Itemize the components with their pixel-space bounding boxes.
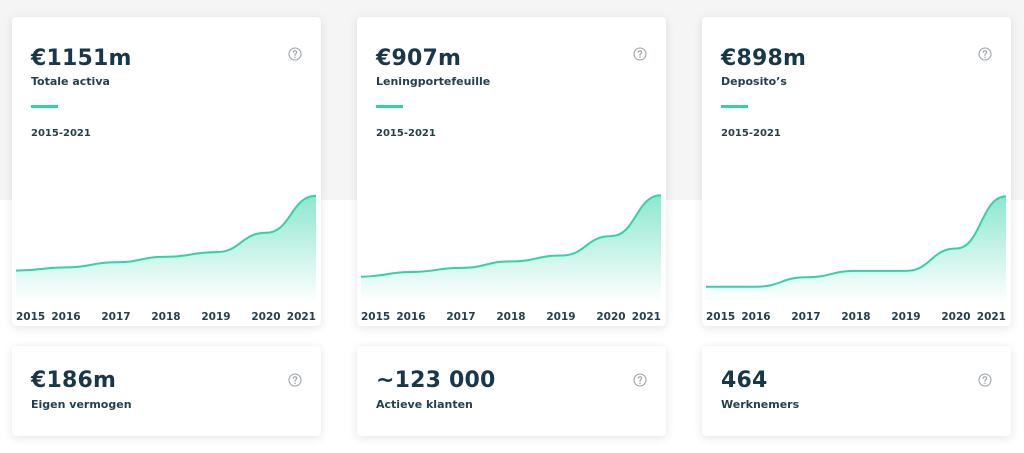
stat-label: Eigen vermogen [31, 398, 132, 411]
stat-label: Totale activa [31, 75, 110, 88]
stat-label: Actieve klanten [376, 398, 473, 411]
x-tick-label: 2021 [977, 311, 1006, 322]
area-chart: 2015 2016 2017 2018 2019 2020 2021 [706, 195, 1006, 322]
stat-card-total-assets: €1151m Totale activa 2015-2021 2015 2016 2… [12, 17, 321, 326]
area-chart: 2015 2016 2017 2018 2019 2020 2021 [361, 194, 661, 322]
stat-value: 464 [721, 368, 768, 393]
stat-card-employees: 464 Werknemers [702, 346, 1011, 436]
stat-card-equity: €186m Eigen vermogen [12, 346, 321, 436]
chart-series-line [16, 194, 316, 272]
chart-series-line [706, 195, 1006, 288]
x-tick-label: 2019 [546, 311, 575, 322]
stat-label: Leningportefeuille [376, 75, 491, 88]
chart-series-line [361, 194, 661, 278]
x-tick-label: 2021 [632, 311, 661, 322]
question-circle-icon[interactable] [288, 373, 302, 387]
x-tick-label: 2020 [941, 311, 970, 322]
x-tick-label: 2016 [396, 311, 425, 322]
x-tick-label: 2016 [51, 311, 80, 322]
x-tick-label: 2021 [287, 311, 316, 322]
question-circle-icon[interactable] [978, 47, 992, 61]
stat-card-active-customers: ~123 000 Actieve klanten [357, 346, 666, 436]
x-tick-label: 2019 [201, 311, 230, 322]
stat-card-deposits: €898m Deposito’s 2015-2021 2015 2016 2017 2… [702, 17, 1011, 326]
stat-value: ~123 000 [376, 368, 496, 393]
question-circle-icon[interactable] [288, 47, 302, 61]
x-tick-label: 2019 [891, 311, 920, 322]
x-tick-label: 2016 [741, 311, 770, 322]
stat-card-loan-portfolio: €907m Leningportefeuille 2015-2021 2015 2… [357, 17, 666, 326]
chart-area-fill [361, 195, 661, 302]
question-circle-icon[interactable] [633, 47, 647, 61]
stat-value: €898m [721, 46, 807, 71]
accent-line [721, 105, 748, 108]
stat-label: Deposito’s [721, 75, 787, 88]
x-tick-label: 2020 [596, 311, 625, 322]
x-tick-label: 2018 [841, 311, 870, 322]
accent-line [31, 105, 58, 108]
stat-value: €907m [376, 46, 462, 71]
chart-area-fill [706, 196, 1006, 302]
x-tick-label: 2018 [151, 311, 180, 322]
accent-line [376, 105, 403, 108]
x-tick-label: 2017 [791, 311, 820, 322]
x-tick-label: 2017 [446, 311, 475, 322]
date-range: 2015-2021 [721, 128, 781, 139]
stat-value: €186m [31, 368, 117, 393]
x-tick-label: 2015 [16, 311, 45, 322]
area-chart: 2015 2016 2017 2018 2019 2020 2021 [16, 194, 316, 322]
date-range: 2015-2021 [31, 128, 91, 139]
stat-value: €1151m [31, 46, 132, 71]
chart-area-fill [16, 195, 316, 302]
date-range: 2015-2021 [376, 128, 436, 139]
stat-label: Werknemers [721, 398, 800, 411]
x-tick-label: 2018 [496, 311, 525, 322]
x-tick-label: 2015 [706, 311, 735, 322]
question-circle-icon[interactable] [978, 373, 992, 387]
x-tick-label: 2017 [101, 311, 130, 322]
x-tick-label: 2020 [251, 311, 280, 322]
question-circle-icon[interactable] [633, 373, 647, 387]
x-tick-label: 2015 [361, 311, 390, 322]
